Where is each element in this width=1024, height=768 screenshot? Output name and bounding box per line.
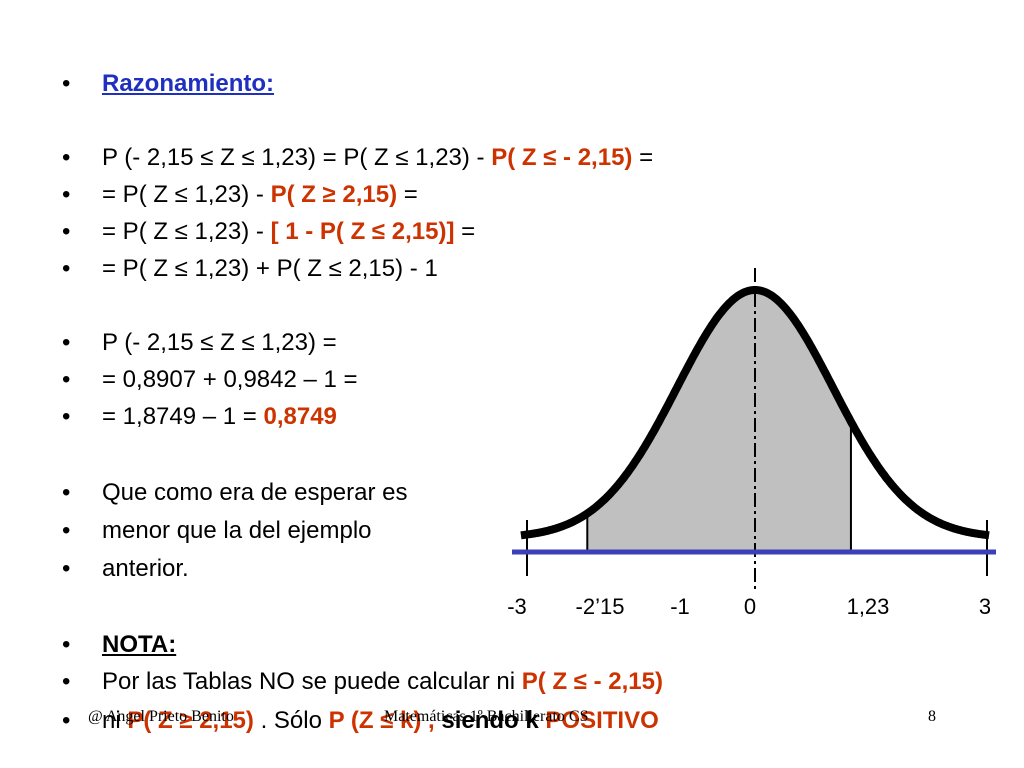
- nota-highlight: P( Z ≤ - 2,15): [521, 668, 663, 695]
- nota-part: siendo k: [434, 707, 546, 734]
- nota-text: Por las Tablas NO se puede calcular ni P…: [102, 664, 663, 700]
- tick-label: 1,23: [846, 594, 890, 619]
- formula-part: = 1,8749 – 1 =: [102, 403, 264, 430]
- nota-part: ni: [102, 707, 128, 734]
- footer-page: 8: [928, 708, 936, 725]
- shaded-area: [587, 290, 851, 552]
- bullet: •: [62, 218, 71, 245]
- formula-part: = P( Z ≤ 1,23) -: [102, 218, 271, 245]
- tick-label: -1: [670, 594, 690, 619]
- result-value: 0,8749: [263, 403, 337, 430]
- body-text: menor que la del ejemplo: [102, 517, 372, 544]
- bullet: •: [62, 181, 71, 208]
- nota-highlight: P( Z ≥ 2,15): [127, 707, 254, 734]
- formula-text: = P( Z ≤ 1,23) - [ 1 - P( Z ≤ 2,15)] =: [102, 214, 475, 250]
- bullet: •: [62, 366, 71, 393]
- tick-label: -2’15: [575, 594, 625, 619]
- bullet: •: [62, 517, 71, 544]
- body-text: Que como era de esperar es: [102, 479, 408, 506]
- nota-part: Por las Tablas NO se puede calcular ni: [102, 668, 522, 695]
- formula-text: P (- 2,15 ≤ Z ≤ 1,23) = P( Z ≤ 1,23) - P…: [102, 140, 653, 176]
- formula-text: = 0,8907 + 0,9842 – 1 =: [102, 366, 358, 393]
- footer-author: @ Angel Prieto Benito: [88, 708, 234, 725]
- tick-label: -3: [507, 594, 527, 619]
- formula-part: =: [632, 144, 654, 171]
- bullet: •: [62, 70, 71, 97]
- bullet: •: [62, 668, 71, 695]
- bullet: •: [62, 144, 71, 171]
- bullet: •: [62, 479, 71, 506]
- formula-text: = 1,8749 – 1 = 0,8749: [102, 399, 337, 435]
- nota-text: ni P( Z ≥ 2,15) . Sólo P (Z ≤ k) , siend…: [102, 703, 659, 739]
- formula-part: = P( Z ≤ 1,23) -: [102, 181, 271, 208]
- formula-text: = P( Z ≤ 1,23) + P( Z ≤ 2,15) - 1: [102, 255, 438, 282]
- nota-highlight: POSITIVO: [545, 707, 659, 734]
- nota-part: . Sólo: [253, 707, 329, 734]
- footer-course: Matemáticas 1º Bachillerato CS: [384, 708, 589, 725]
- density-curve: [520, 286, 990, 540]
- formula-highlight: [ 1 - P( Z ≤ 2,15)]: [270, 218, 455, 245]
- bullet: •: [62, 403, 71, 430]
- heading: Razonamiento:: [102, 70, 275, 97]
- bullet: •: [62, 631, 71, 658]
- formula-text: P (- 2,15 ≤ Z ≤ 1,23) =: [102, 329, 337, 356]
- formula-text: = P( Z ≤ 1,23) - P( Z ≥ 2,15) =: [102, 177, 418, 213]
- bullet: •: [62, 707, 71, 734]
- bullet: •: [62, 555, 71, 582]
- formula-part: P (- 2,15 ≤ Z ≤ 1,23) = P( Z ≤ 1,23) -: [102, 144, 492, 171]
- nota-highlight: P (Z ≤ k) ,: [328, 707, 435, 734]
- formula-highlight: P( Z ≤ - 2,15): [491, 144, 633, 171]
- bullet: •: [62, 255, 71, 282]
- tick-label: 3: [978, 594, 992, 619]
- formula-highlight: P( Z ≥ 2,15): [270, 181, 398, 208]
- formula-part: =: [454, 218, 476, 245]
- body-text: anterior.: [102, 555, 189, 582]
- formula-part: =: [397, 181, 418, 208]
- bullet: •: [62, 329, 71, 356]
- tick-label: 0: [743, 594, 757, 619]
- nota-heading: NOTA:: [102, 631, 177, 658]
